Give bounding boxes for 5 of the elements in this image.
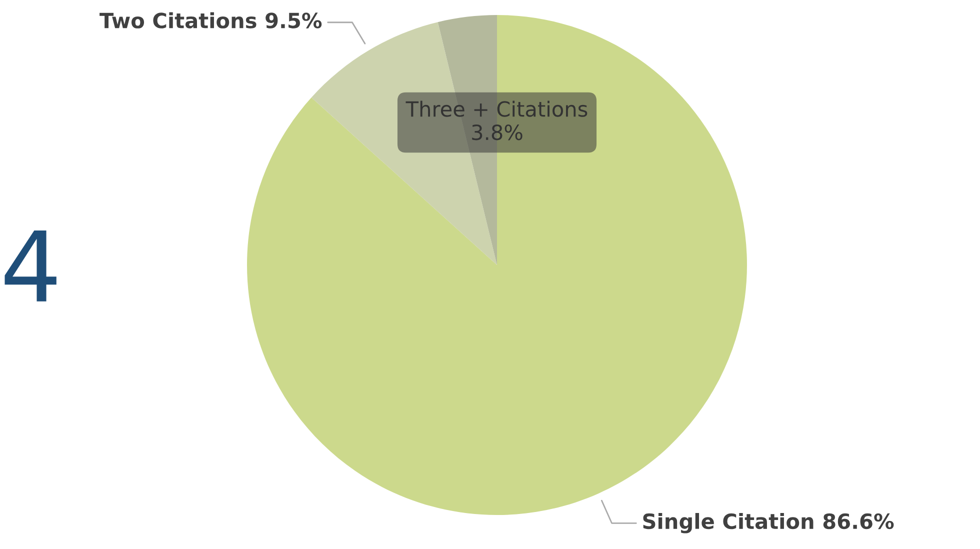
slice-label: Three + Citations: [406, 100, 588, 117]
slice-label: Two Citations 9.5%: [100, 12, 322, 28]
text: 4: [4, 230, 56, 302]
slice-label: Single Citation 86.6%: [643, 512, 894, 534]
data-label: 3.8%: [472, 124, 522, 140]
